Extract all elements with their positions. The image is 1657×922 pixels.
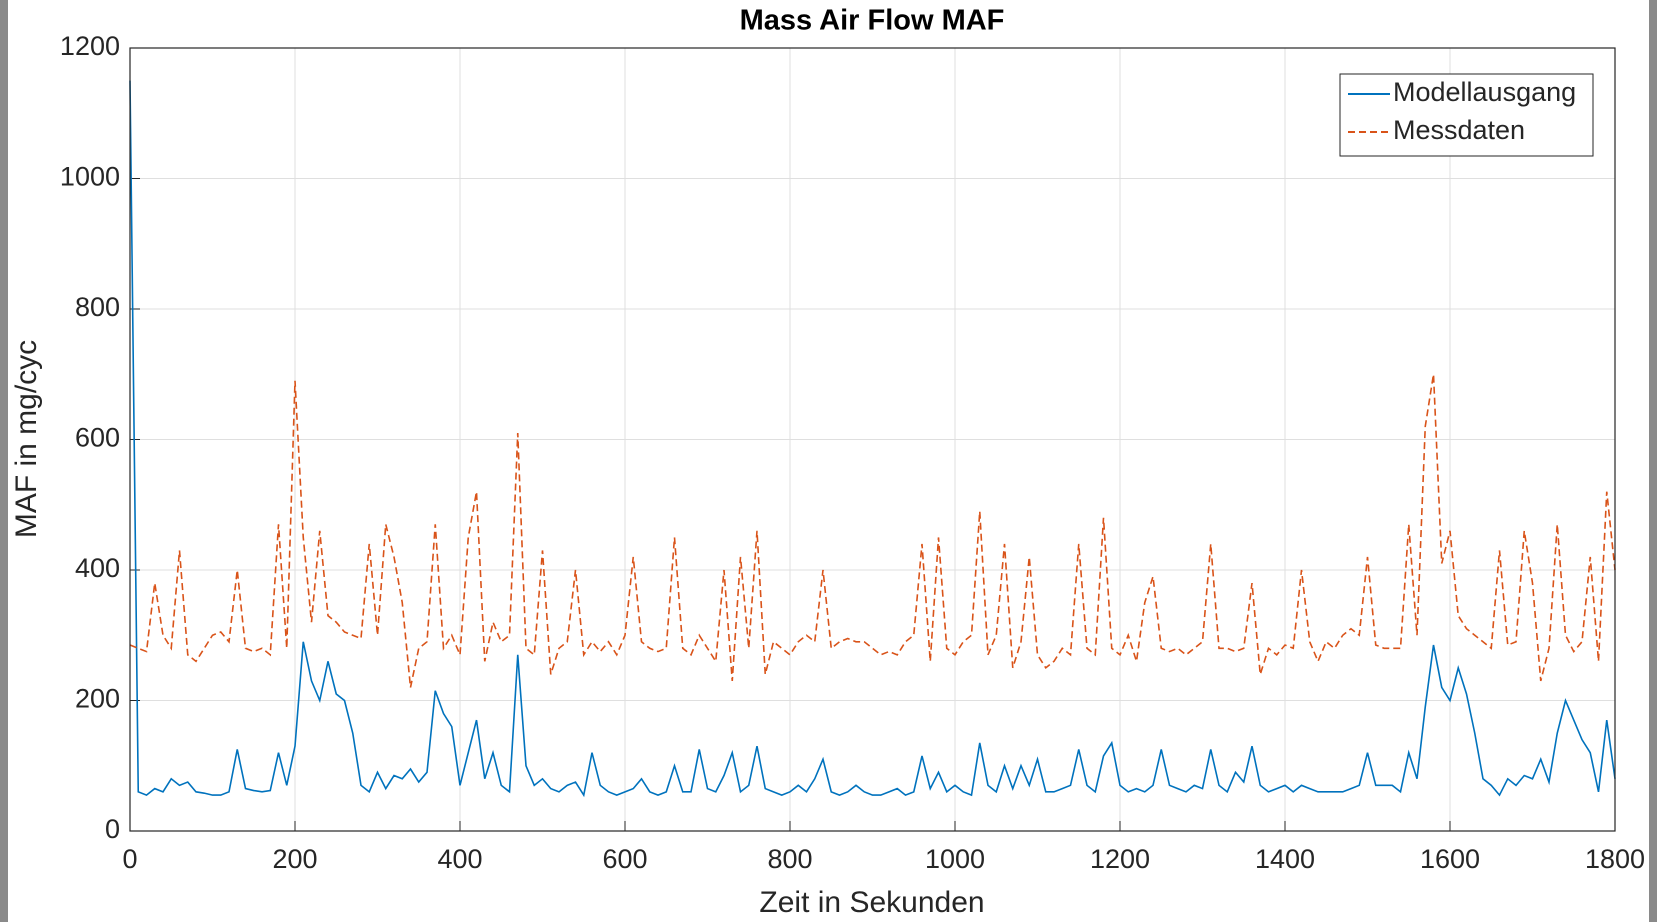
- axes-box: [129, 47, 1616, 832]
- x-tick-label: 1600: [1420, 844, 1480, 874]
- x-axis-label: Zeit in Sekunden: [759, 886, 984, 919]
- x-tick-label: 1400: [1255, 844, 1315, 874]
- legend-label: Modellausgang: [1393, 77, 1576, 107]
- x-tick-label: 600: [602, 844, 647, 874]
- x-tick-label: 1800: [1585, 844, 1645, 874]
- x-tick-label: 200: [272, 844, 317, 874]
- x-tick-label: 1000: [925, 844, 985, 874]
- legend-box: [1339, 73, 1594, 157]
- x-tick-label: 1200: [1090, 844, 1150, 874]
- chart-title: Mass Air Flow MAF: [740, 5, 1005, 37]
- y-tick-label: 400: [75, 553, 120, 583]
- data-line: [129, 80, 1616, 798]
- y-tick-label: 0: [105, 814, 120, 844]
- y-tick-label: 1200: [60, 31, 120, 61]
- x-tick-label: 0: [122, 844, 137, 874]
- y-tick-label: 800: [75, 292, 120, 322]
- y-tick-label: 1000: [60, 162, 120, 192]
- x-tick-label: 800: [767, 844, 812, 874]
- y-axis-label: MAF in mg/cyc: [10, 340, 43, 538]
- data-line: [129, 374, 1616, 688]
- legend-label: Messdaten: [1393, 115, 1525, 145]
- x-tick-label: 400: [437, 844, 482, 874]
- y-tick-label: 600: [75, 423, 120, 453]
- y-tick-label: 200: [75, 684, 120, 714]
